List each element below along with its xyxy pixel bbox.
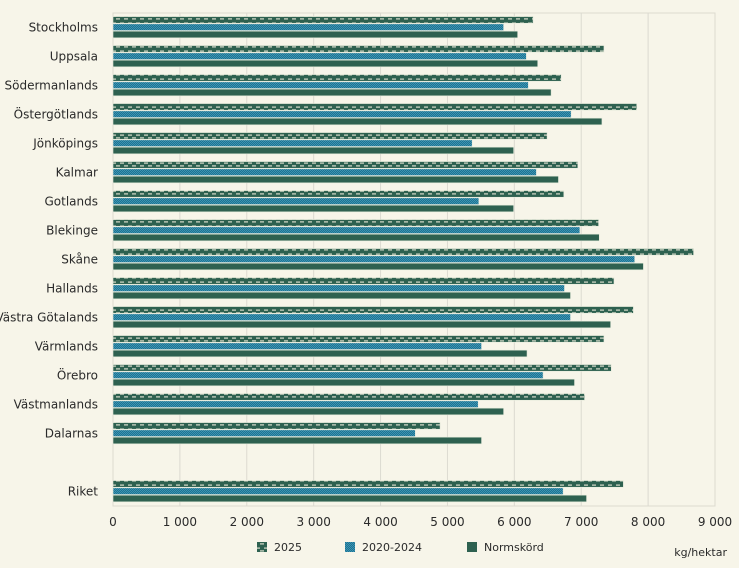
x-tick-label: 9 000 [698,515,732,529]
bar-2020-2024 [112,139,473,147]
bar-2025 [112,422,441,430]
x-tick-label: 1 000 [163,515,197,529]
bar-2025 [112,132,548,140]
x-tick-label: 6 000 [497,515,531,529]
category-label: Dalarnas [45,427,98,441]
x-tick-label: 5 000 [430,515,464,529]
bar-normsk-rd [112,175,559,184]
category-label: Värmlands [35,340,98,354]
bar-2020-2024 [112,284,565,292]
category-label: Södermanlands [5,79,99,93]
category-label: Riket [68,485,99,499]
category-label: Jönköpings [32,137,98,151]
category-label: Västmanlands [14,398,98,412]
x-axis-label: kg/hektar [674,546,727,559]
bar-2020-2024 [112,226,581,234]
bar-normsk-rd [112,146,514,155]
legend-label: 2020-2024 [362,541,422,554]
category-label: Blekinge [46,224,98,238]
bar-2025 [112,74,562,82]
category-label: Uppsala [50,50,98,64]
x-tick-label: 8 000 [631,515,665,529]
bar-normsk-rd [112,59,539,68]
bar-2025 [112,364,612,372]
bar-2025 [112,103,638,111]
bars [112,16,694,503]
bar-normsk-rd [112,320,611,329]
bar-normsk-rd [112,233,600,242]
bar-normsk-rd [112,378,575,387]
bar-2025 [112,248,694,256]
x-tick-label: 4 000 [363,515,397,529]
category-label: Hallands [46,282,98,296]
legend-swatch [257,542,267,552]
category-label: Stockholms [29,21,98,35]
bar-2020-2024 [112,197,480,205]
category-label: Kalmar [56,166,98,180]
bar-2025 [112,190,565,198]
bar-2025 [112,335,605,343]
bar-normsk-rd [112,291,571,300]
category-labels: Stockholms Uppsala Södermanlands Östergötla… [0,21,98,499]
category-label: Örebro [57,367,98,383]
bar-2020-2024 [112,342,482,350]
x-tick-label: 2 000 [230,515,264,529]
bar-2020-2024 [112,255,636,263]
legend-swatch [345,542,355,552]
category-label: Gotlands [44,195,98,209]
bar-normsk-rd [112,349,528,358]
bar-2020-2024 [112,23,504,31]
bar-normsk-rd [112,436,482,445]
x-tick-label: 3 000 [296,515,330,529]
legend-label: Normskörd [484,541,544,554]
bar-2020-2024 [112,429,416,437]
bar-normsk-rd [112,494,587,503]
legend-swatch [467,542,477,552]
x-tick-label: 7 000 [564,515,598,529]
bar-2025 [112,277,615,285]
bar-2020-2024 [112,487,564,495]
category-label: Skåne [61,253,98,267]
bar-2020-2024 [112,168,537,176]
bar-2020-2024 [112,110,572,118]
bar-normsk-rd [112,30,518,39]
bar-2020-2024 [112,371,544,379]
bar-normsk-rd [112,262,644,271]
bar-2020-2024 [112,313,571,321]
category-label: Östergötlands [14,106,98,122]
bar-normsk-rd [112,117,603,126]
bar-2025 [112,16,534,24]
category-label: Västra Götalands [0,311,98,325]
bar-2020-2024 [112,81,529,89]
x-tick-labels: 0 1 000 2 000 3 000 4 000 5 000 6 000 7 000 8 00… [109,515,732,529]
bar-2025 [112,306,634,314]
bar-2025 [112,219,599,227]
bar-normsk-rd [112,407,504,416]
bar-2025 [112,393,585,401]
legend-label: 2025 [274,541,302,554]
bar-2025 [112,480,624,488]
bar-2020-2024 [112,400,479,408]
bar-2020-2024 [112,52,527,60]
bar-normsk-rd [112,204,514,213]
x-tick-label: 0 [109,515,117,529]
legend: 2025 2020-2024 Normskörd [257,541,544,554]
bar-normsk-rd [112,88,552,97]
bar-2025 [112,161,579,169]
bar-2025 [112,45,605,53]
